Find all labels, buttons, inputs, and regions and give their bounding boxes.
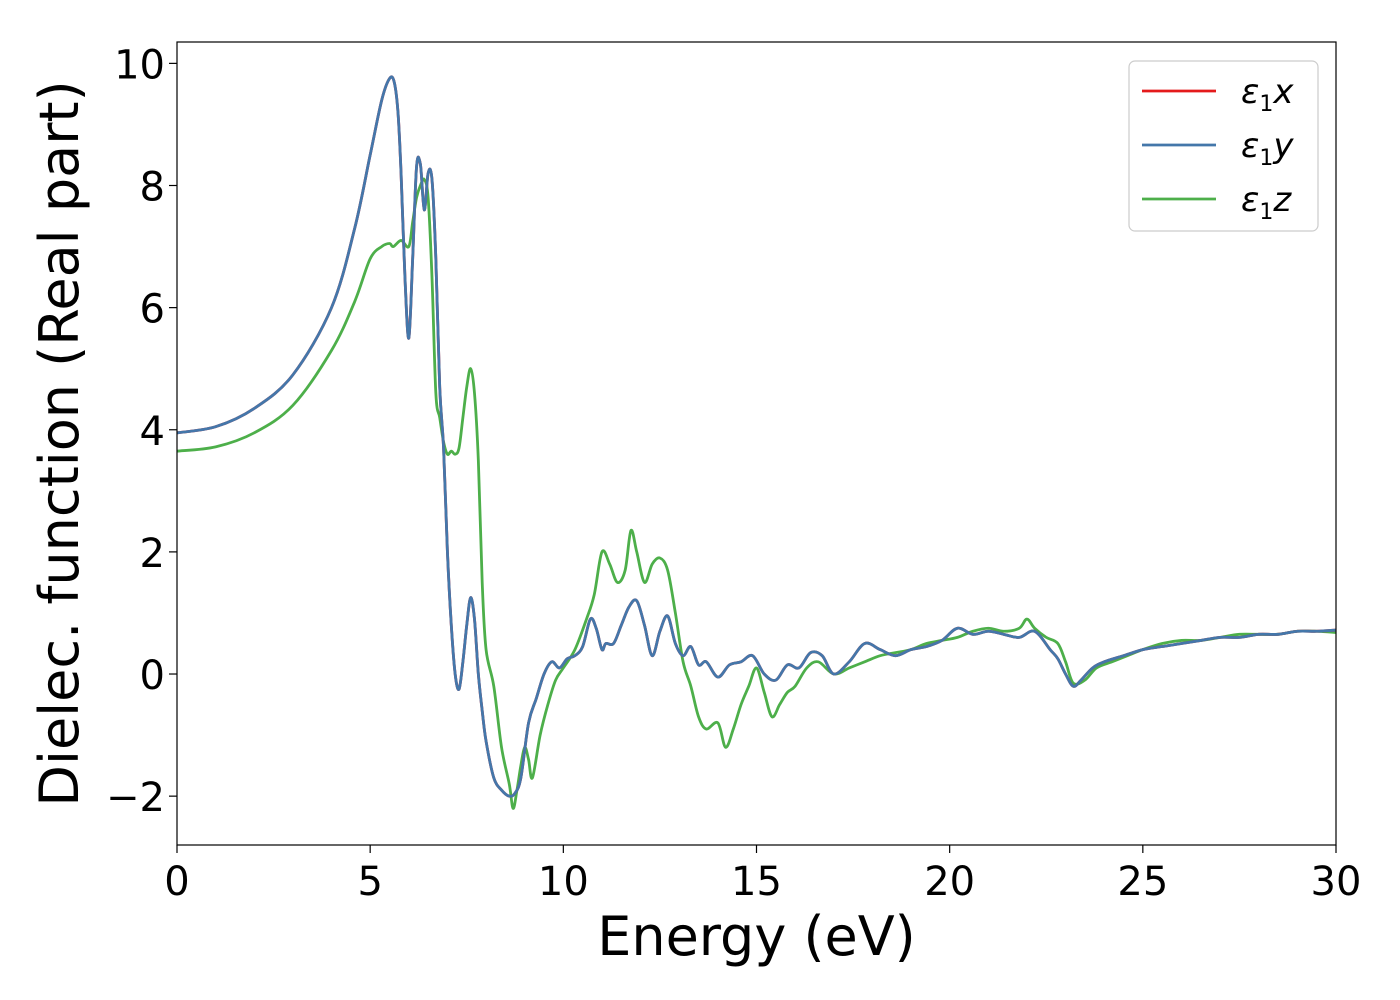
x-tick-label: 0: [164, 859, 189, 905]
y-tick-label: 8: [140, 165, 165, 211]
legend-item-x: ε1x: [1142, 72, 1294, 117]
y-tick-label: 2: [140, 531, 165, 577]
y-axis-ticks: −2 0 2 4 6 8 10: [106, 42, 177, 821]
x-axis-ticks: 0 5 10 15 20 25 30: [164, 845, 1361, 905]
x-tick-label: 25: [1117, 859, 1168, 905]
plot-area: [176, 41, 1337, 846]
legend-item-y: ε1y: [1142, 126, 1294, 171]
y-tick-label: 4: [140, 409, 165, 455]
legend-box: [1128, 60, 1319, 232]
series-layer: [177, 75, 1336, 810]
y-tick-label: 6: [140, 287, 165, 333]
series-line-y: [177, 75, 1336, 798]
legend: ε1x ε1y ε1z: [1128, 60, 1319, 232]
x-tick-label: 15: [731, 859, 782, 905]
x-tick-label: 30: [1311, 859, 1362, 905]
x-tick-label: 20: [924, 859, 975, 905]
legend-item-z: ε1z: [1142, 180, 1292, 225]
y-axis-label: Dielec. function (Real part): [28, 80, 91, 806]
legend-label: ε1z: [1241, 180, 1292, 225]
x-tick-label: 5: [357, 859, 382, 905]
y-tick-label: −2: [106, 775, 165, 821]
x-axis-label: Energy (eV): [597, 905, 916, 968]
legend-label: ε1y: [1241, 126, 1294, 171]
legend-label: ε1x: [1241, 72, 1294, 117]
x-tick-label: 10: [538, 859, 589, 905]
y-tick-label: 10: [114, 42, 165, 88]
y-tick-label: 0: [140, 653, 165, 699]
series-line-z: [177, 177, 1336, 810]
